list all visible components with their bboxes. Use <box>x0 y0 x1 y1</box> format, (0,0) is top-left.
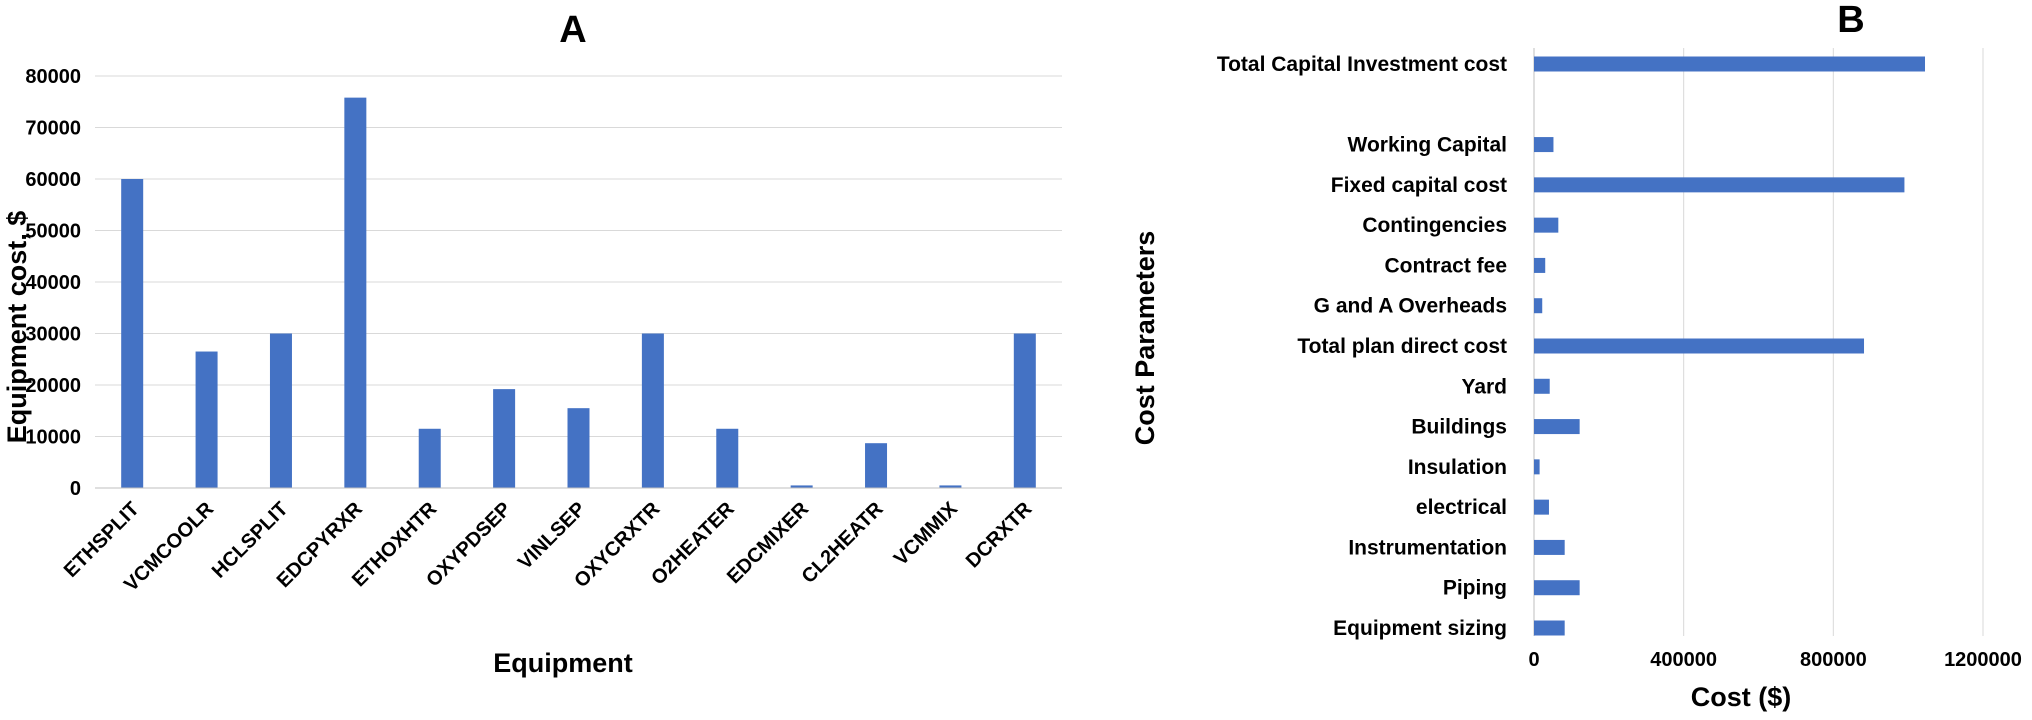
chart-b-bar <box>1534 459 1540 475</box>
chart-a-x-axis-title: Equipment <box>493 648 633 678</box>
chart-a-y-tick-label: 50000 <box>25 221 81 243</box>
chart-b-category-label: Instrumentation <box>1348 536 1507 559</box>
chart-a-bar <box>1013 333 1036 488</box>
chart-a-panel-label: A <box>559 9 586 51</box>
chart-b-category-label: Piping <box>1443 577 1507 600</box>
chart-a-svg: A 0 10000 20000 30000 40000 50000 60000 70000 80… <box>2 9 1062 678</box>
chart-b-category-label: Total Capital Investment cost <box>1217 53 1507 76</box>
chart-a-bar <box>344 97 367 488</box>
chart-b-y-axis-title: Cost Parameters <box>1130 231 1160 446</box>
chart-a-y-axis-title: Equipment cost, $ <box>2 211 32 444</box>
chart-a-bar <box>269 333 292 488</box>
chart-a: A 0 10000 20000 30000 40000 50000 60000 70000 80… <box>2 9 1062 678</box>
chart-a-bar <box>567 408 590 488</box>
chart-a-category-label: CL2HEATR <box>798 498 888 588</box>
chart-b-x-tick-label: 1200000 <box>1944 649 2022 671</box>
chart-a-y-tick-label: 60000 <box>25 169 81 191</box>
chart-b-bar <box>1534 378 1550 394</box>
chart-b-bar <box>1534 419 1580 435</box>
chart-a-y-tick-label: 10000 <box>25 427 81 449</box>
chart-b-category-label: Equipment sizing <box>1333 617 1507 640</box>
chart-b-bar <box>1534 56 1926 72</box>
chart-a-y-tick-label: 40000 <box>25 272 81 294</box>
chart-a-bar <box>865 443 888 488</box>
chart-b-category-label: Working Capital <box>1348 134 1507 157</box>
chart-b-x-tick-label: 0 <box>1528 649 1539 671</box>
chart-b-bar <box>1534 499 1549 515</box>
chart-b-bar <box>1534 338 1865 354</box>
chart-b-category-label: Buildings <box>1411 416 1507 439</box>
chart-b-x-tick-label: 800000 <box>1800 649 1867 671</box>
chart-a-y-tick-label: 80000 <box>25 66 81 88</box>
chart-b-bar <box>1534 620 1565 636</box>
chart-a-bar <box>493 389 516 488</box>
chart-b-panel-label: B <box>1837 0 1864 41</box>
chart-a-category-label: DCRXTR <box>962 498 1037 573</box>
chart-b-x-tick-label: 400000 <box>1650 649 1717 671</box>
chart-b-bar <box>1534 580 1580 596</box>
chart-b-bar <box>1534 137 1554 153</box>
chart-a-bar <box>790 485 813 488</box>
chart-a-category-label: VCMMIX <box>890 498 963 571</box>
chart-b-category-label: Total plan direct cost <box>1297 335 1507 358</box>
chart-b-bar <box>1534 217 1559 233</box>
chart-b-bar <box>1534 177 1905 193</box>
chart-a-bar <box>195 351 218 488</box>
chart-b-category-label: electrical <box>1416 496 1507 519</box>
chart-b-category-label: Insulation <box>1408 456 1507 479</box>
chart-b: B Total Capital Investment cost Working C… <box>1110 0 2032 715</box>
chart-b-category-label: Yard <box>1461 375 1507 398</box>
chart-a-bar <box>716 428 739 488</box>
chart-a-y-tick-label: 20000 <box>25 375 81 397</box>
chart-a-bar <box>418 428 441 488</box>
chart-b-bar <box>1534 298 1543 314</box>
chart-a-bar <box>939 485 962 488</box>
chart-a-bar <box>641 333 664 488</box>
chart-b-x-axis-title: Cost ($) <box>1691 682 1792 712</box>
chart-b-category-label: G and A Overheads <box>1314 295 1507 318</box>
chart-b-bar <box>1534 257 1546 273</box>
chart-a-y-tick-label: 0 <box>70 478 81 500</box>
chart-b-category-label: Fixed capital cost <box>1331 174 1507 197</box>
chart-a-y-tick-label: 30000 <box>25 324 81 346</box>
chart-a-y-tick-label: 70000 <box>25 118 81 140</box>
chart-a-category-label: VINLSEP <box>514 498 590 574</box>
chart-b-svg: B Total Capital Investment cost Working C… <box>1130 0 2022 712</box>
chart-b-category-label: Contract fee <box>1384 254 1507 277</box>
chart-b-category-label: Contingencies <box>1362 214 1507 237</box>
chart-b-bar <box>1534 539 1565 555</box>
chart-a-bar <box>121 179 144 488</box>
